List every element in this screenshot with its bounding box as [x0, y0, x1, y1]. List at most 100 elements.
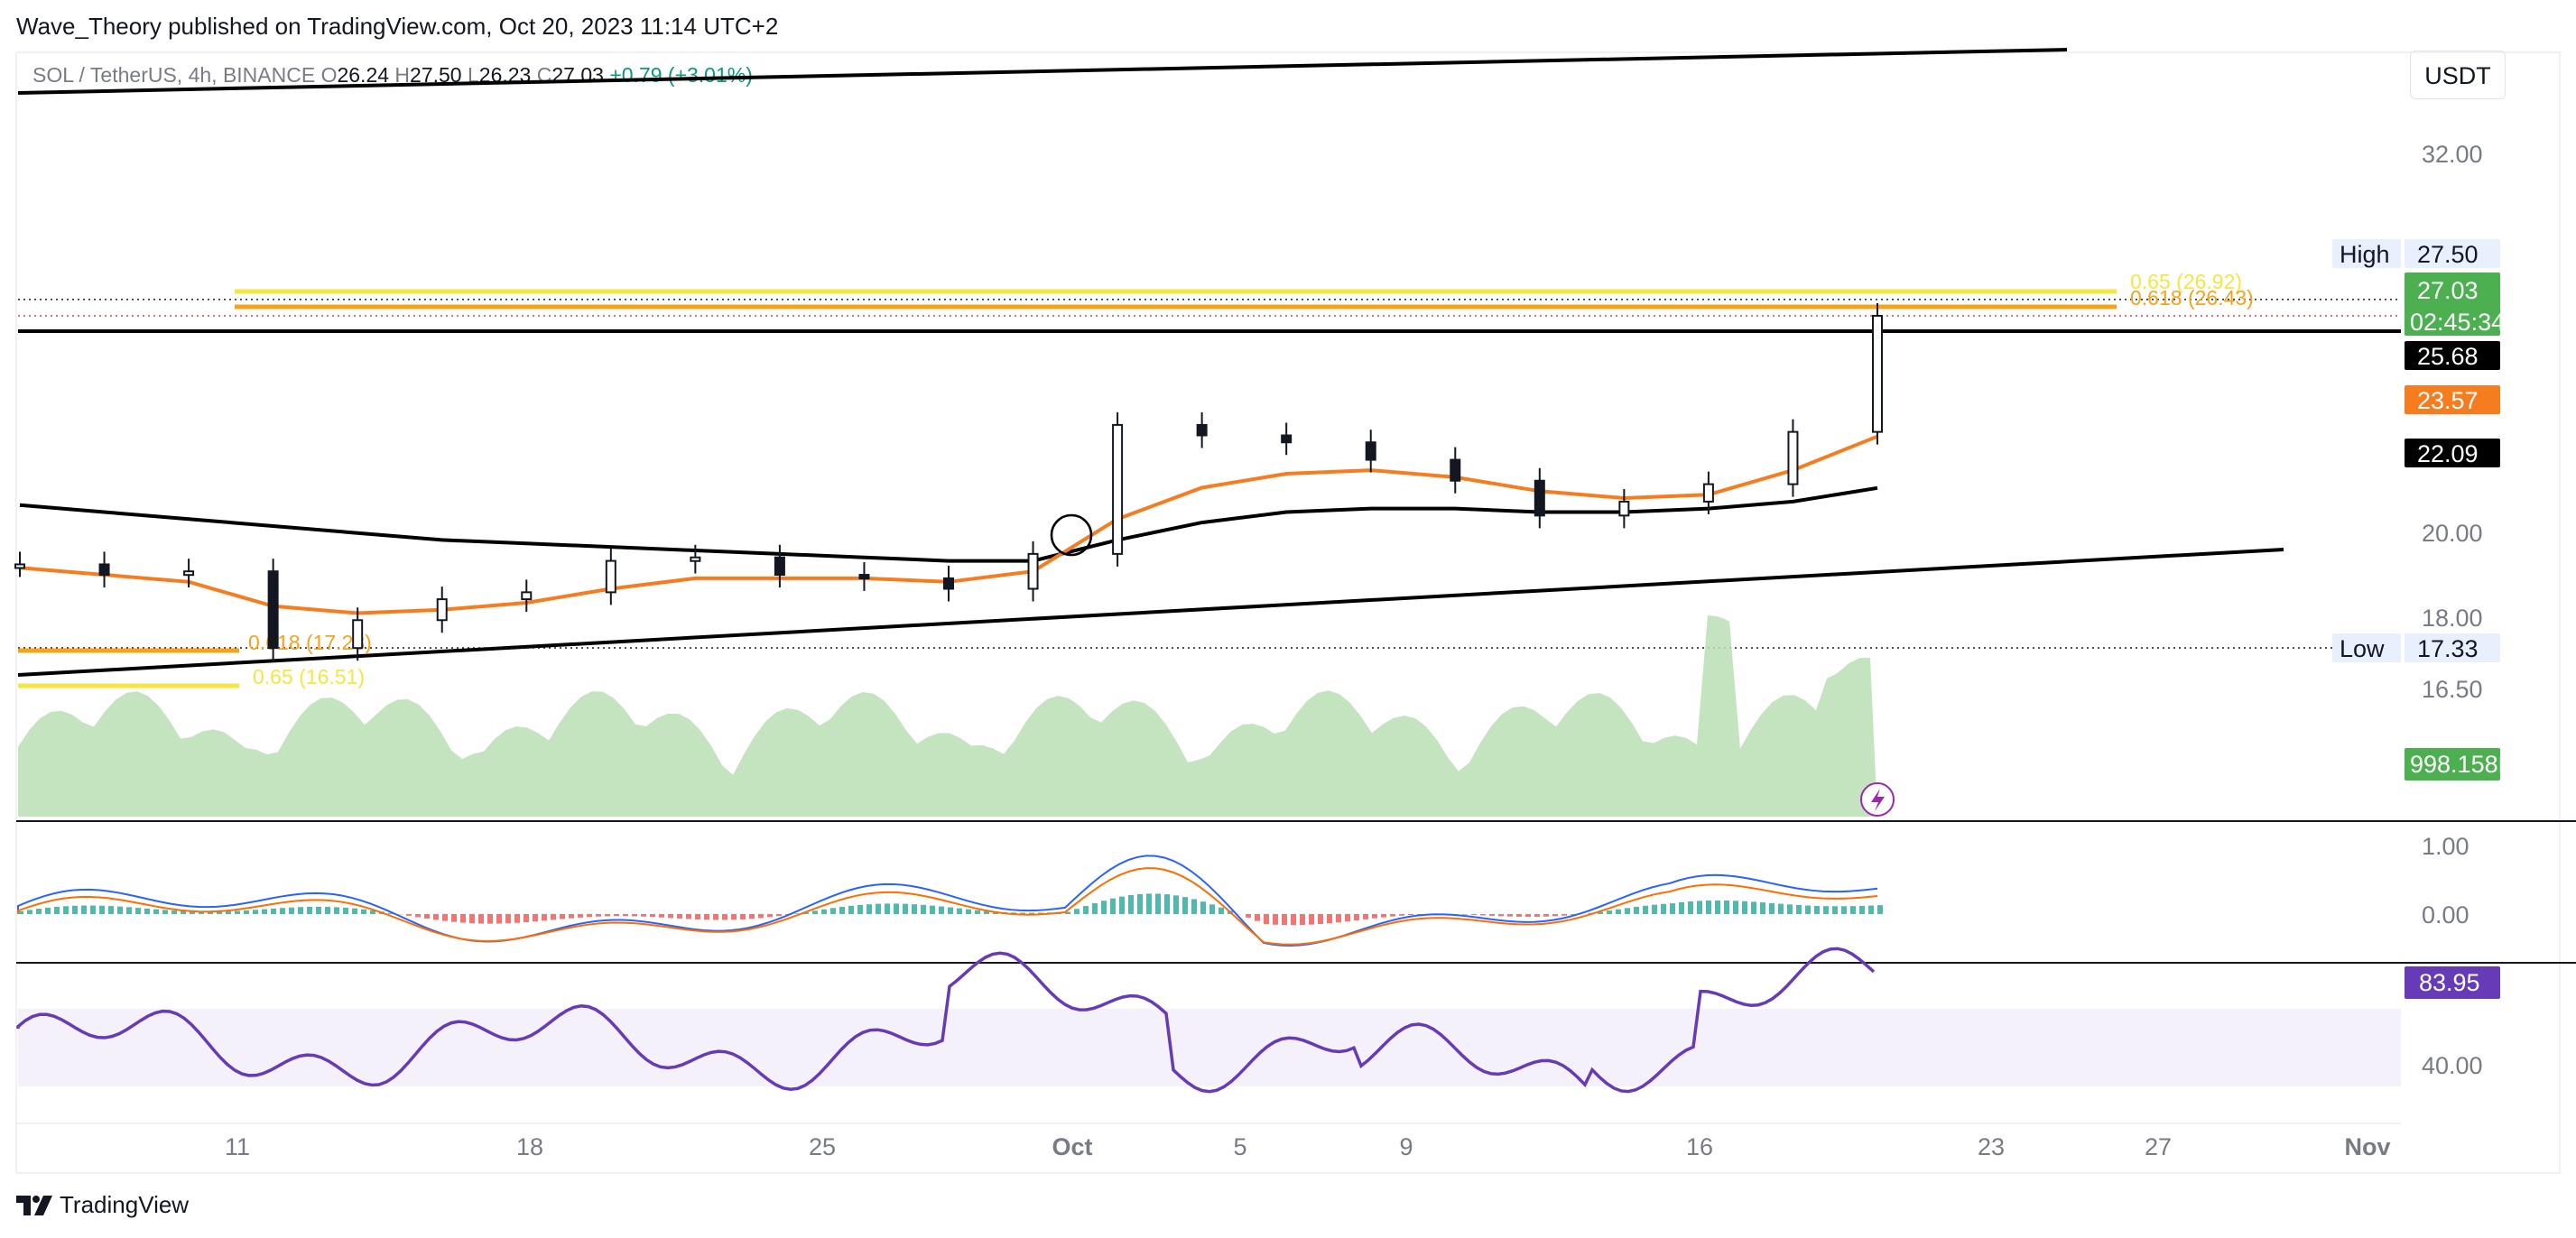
macd-signal-line [17, 867, 1878, 946]
macd-histogram-bar [1128, 895, 1134, 914]
macd-histogram-bar [99, 905, 105, 914]
lightning-icon [1871, 789, 1885, 811]
rsi-line [16, 947, 1876, 1094]
macd-histogram-bar [1796, 904, 1802, 914]
macd-histogram-bar [1219, 907, 1224, 914]
macd-histogram-bar [1417, 914, 1422, 915]
macd-histogram-bar [1760, 902, 1765, 914]
side-tag [2332, 239, 2401, 268]
candle-body [1027, 552, 1039, 590]
brand-footer: TradingView [16, 1191, 189, 1219]
macd-histogram-bar [1200, 901, 1206, 914]
macd-histogram-bar [1092, 903, 1098, 914]
macd-histogram-bar [668, 914, 673, 919]
macd-histogram-bar [794, 913, 800, 914]
macd-histogram-bar [713, 914, 718, 920]
macd-histogram-bar [217, 911, 222, 914]
macd-histogram-bar [1543, 914, 1549, 917]
macd-histogram-bar [352, 908, 357, 914]
price-tag [2405, 239, 2500, 268]
macd-histogram-bar [415, 914, 421, 918]
time-axis-label: 18 [516, 1133, 543, 1160]
candle-body [1112, 423, 1124, 555]
macd-histogram-bar [1751, 901, 1756, 914]
macd-histogram-bar [1291, 914, 1296, 926]
macd-axis-label: 0.00 [2422, 901, 2469, 928]
macd-histogram-bar [1363, 914, 1368, 919]
macd-histogram-bar [1697, 901, 1702, 914]
macd-histogram-bar [433, 914, 439, 920]
macd-histogram-bar [1327, 914, 1332, 924]
price-axis-label: 20.00 [2422, 520, 2483, 547]
candle-body [858, 574, 870, 580]
macd-histogram-bar [1029, 912, 1034, 914]
candle-body [1281, 434, 1293, 444]
lower-trendline [17, 548, 2284, 677]
rsi-axis-label: 40.00 [2422, 1052, 2483, 1079]
price-axis-label: 32.00 [2422, 141, 2483, 168]
macd-histogram-bar [36, 909, 42, 914]
macd-histogram-bar [1679, 901, 1684, 914]
macd-histogram-bar [253, 910, 258, 914]
macd-histogram-bar [1823, 906, 1829, 914]
macd-histogram-bar [740, 914, 746, 919]
macd-histogram-bar [1137, 893, 1143, 914]
candle-body [774, 556, 785, 577]
chart-frame [15, 51, 2561, 1174]
macd-histogram-bar [1625, 908, 1630, 914]
macd-histogram-bar [325, 907, 330, 914]
price-axis-label: 16.50 [2422, 676, 2483, 703]
macd-histogram-bar [966, 909, 971, 914]
macd-histogram-bar [45, 907, 51, 914]
macd-histogram-bar [812, 910, 818, 914]
macd-histogram-bar [605, 914, 610, 917]
time-axis-label: 25 [809, 1133, 836, 1160]
macd-histogram-bar [731, 914, 737, 920]
macd-histogram-bar [63, 906, 69, 914]
macd-histogram-bar [162, 910, 168, 914]
macd-histogram-bar [1146, 893, 1152, 914]
macd-histogram-bar [587, 914, 592, 918]
macd-histogram-bar [1616, 909, 1621, 914]
macd-histogram-bar [262, 909, 267, 914]
macd-histogram-bar [1507, 914, 1513, 917]
macd-histogram-bar [569, 914, 574, 919]
macd-histogram-bar [1318, 914, 1323, 925]
macd-histogram-bar [560, 914, 565, 919]
macd-histogram-bar [1733, 901, 1738, 914]
candle-body [267, 570, 279, 650]
macd-histogram-bar [1020, 912, 1025, 914]
macd-histogram-bar [505, 914, 511, 924]
macd-histogram-bar [1246, 914, 1251, 918]
macd-histogram-bar [1164, 894, 1170, 914]
macd-histogram-bar [1191, 899, 1197, 914]
macd-histogram-bar [126, 907, 132, 914]
macd-histogram-bar [343, 907, 348, 914]
macd-histogram-bar [235, 910, 240, 914]
macd-histogram-bar [1706, 900, 1711, 914]
macd-histogram-bar [1561, 914, 1567, 916]
macd-histogram-bar [1805, 905, 1811, 914]
macd-histogram-bar [1399, 914, 1404, 916]
macd-histogram-bar [921, 904, 926, 914]
macd-histogram-bar [1859, 905, 1865, 914]
macd-histogram-bar [912, 904, 917, 914]
time-axis-label: Oct [1052, 1133, 1092, 1160]
time-axis-label: 23 [1978, 1133, 2005, 1160]
side-tag [2332, 633, 2401, 662]
macd-histogram-bar [108, 906, 114, 914]
currency-button[interactable]: USDT [2410, 51, 2506, 99]
macd-histogram-bar [551, 914, 556, 920]
ma-black-line [19, 485, 1878, 563]
macd-histogram-bar [650, 914, 655, 918]
price-tag-label: 22.09 [2417, 440, 2479, 467]
macd-histogram-bar [1769, 902, 1774, 914]
rsi-tag-label: 83.95 [2419, 969, 2480, 996]
macd-histogram-bar [677, 914, 682, 919]
macd-histogram-bar [1742, 901, 1747, 914]
macd-histogram-bar [1489, 914, 1495, 916]
macd-histogram-bar [514, 914, 520, 923]
candle-body [1196, 423, 1208, 437]
time-axis-label: 11 [225, 1133, 250, 1160]
